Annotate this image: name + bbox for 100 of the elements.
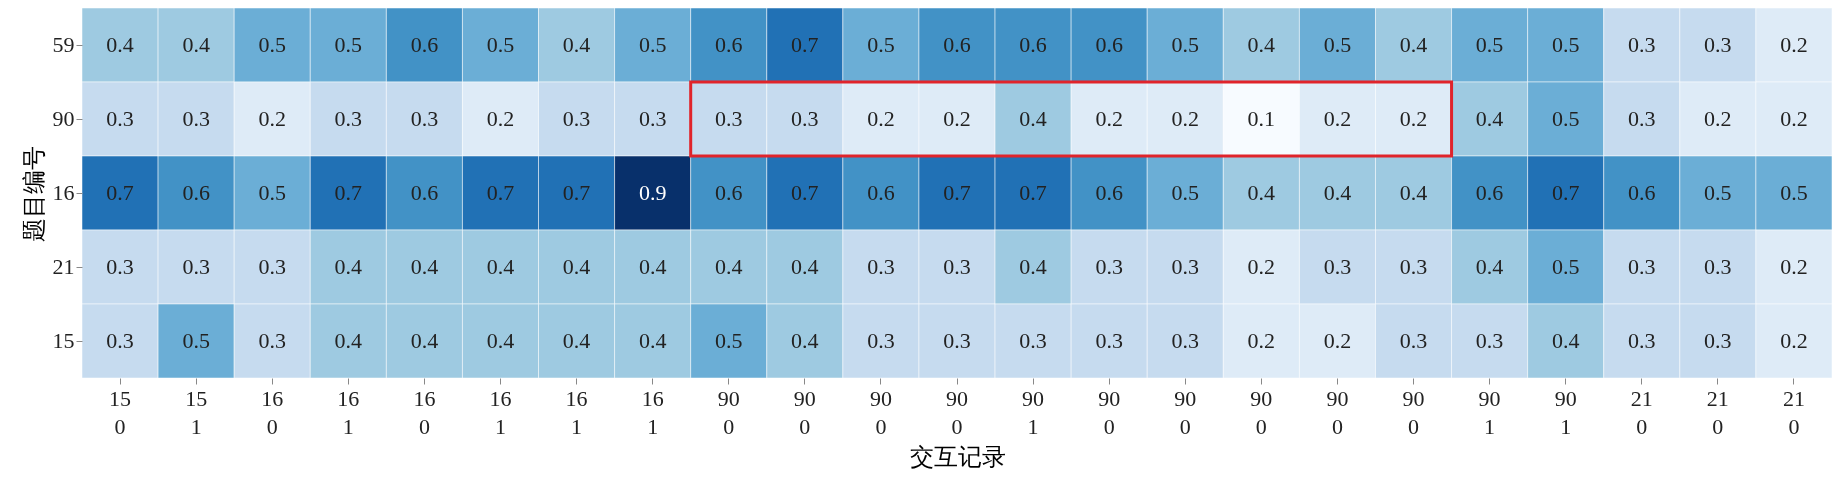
data-label: 0.4	[638, 328, 667, 353]
data-label: 0.6	[943, 32, 971, 57]
data-label: 0.3	[106, 254, 134, 279]
data-label: 0.3	[867, 328, 895, 353]
x-tick-label: 16 1	[641, 385, 664, 439]
data-label: 0.3	[1171, 254, 1200, 279]
data-label: 0.2	[1323, 328, 1352, 353]
data-label: 0.4	[562, 328, 591, 353]
x-tick-label: 90 1	[1478, 385, 1501, 439]
x-tick-label: 90 0	[1098, 385, 1121, 439]
data-label: 0.4	[1475, 106, 1504, 131]
data-label: 0.3	[943, 254, 971, 279]
data-label: 0.5	[1551, 254, 1580, 279]
data-label: 0.4	[562, 254, 591, 279]
data-label: 0.6	[1628, 180, 1656, 205]
y-tick-label: 16	[52, 180, 75, 205]
data-label: 0.6	[867, 180, 895, 205]
x-tick-label: 90 1	[1554, 385, 1577, 439]
data-label: 0.2	[258, 106, 286, 131]
data-label: 0.3	[1628, 254, 1656, 279]
data-label: 0.5	[1780, 180, 1808, 205]
data-label: 0.7	[791, 180, 819, 205]
data-label: 0.3	[1628, 32, 1656, 57]
data-label: 0.2	[1780, 106, 1808, 131]
data-label: 0.3	[1628, 328, 1656, 353]
data-label: 0.6	[714, 180, 743, 205]
x-tick-label: 90 0	[1250, 385, 1273, 439]
data-label: 0.5	[334, 32, 363, 57]
x-tick-label: 16 1	[337, 385, 360, 439]
data-label: 0.4	[106, 32, 134, 57]
data-label: 0.5	[1551, 106, 1580, 131]
y-tick-label: 90	[52, 106, 75, 131]
x-tick-label: 90 0	[1326, 385, 1349, 439]
x-tick-label: 15 1	[185, 385, 208, 439]
data-label: 0.5	[258, 180, 286, 205]
data-label: 0.4	[1247, 32, 1276, 57]
data-label: 0.4	[1475, 254, 1504, 279]
data-label: 0.4	[182, 32, 210, 57]
y-tick-label: 59	[52, 32, 75, 57]
data-label: 0.3	[1095, 328, 1123, 353]
data-label: 0.4	[410, 254, 439, 279]
data-label: 0.2	[1399, 106, 1428, 131]
data-label: 0.3	[334, 106, 363, 131]
data-label: 0.3	[182, 106, 210, 131]
data-label: 0.4	[1399, 180, 1428, 205]
data-label: 0.6	[1019, 32, 1047, 57]
x-tick-label: 21 0	[1782, 385, 1805, 439]
data-label: 0.3	[791, 106, 819, 131]
data-label: 0.4	[410, 328, 439, 353]
y-axis-title: 题目编号	[20, 145, 47, 242]
data-label: 0.5	[1171, 180, 1200, 205]
data-label: 0.5	[867, 32, 895, 57]
data-label: 0.2	[1171, 106, 1200, 131]
data-label: 0.2	[1780, 328, 1808, 353]
x-tick-label: 90 0	[1174, 385, 1197, 439]
data-label: 0.5	[1171, 32, 1200, 57]
data-label: 0.4	[1019, 106, 1047, 131]
data-label: 0.4	[334, 328, 363, 353]
data-label: 0.7	[562, 180, 591, 205]
data-label: 0.4	[486, 328, 515, 353]
data-label: 0.6	[1095, 180, 1123, 205]
data-label: 0.7	[486, 180, 515, 205]
x-tick-label: 16 0	[413, 385, 436, 439]
x-tick-label: 21 0	[1630, 385, 1653, 439]
x-tick-label: 90 0	[869, 385, 892, 439]
x-axis-title: 交互记录	[909, 443, 1006, 470]
data-label: 0.3	[562, 106, 591, 131]
data-label: 0.2	[486, 106, 515, 131]
data-label: 0.3	[106, 106, 134, 131]
data-label: 0.3	[1475, 328, 1504, 353]
data-label: 0.5	[258, 32, 286, 57]
data-label: 0.5	[638, 32, 667, 57]
data-label: 0.6	[410, 180, 439, 205]
data-label: 0.5	[714, 328, 743, 353]
data-label: 0.3	[258, 254, 286, 279]
data-label: 0.4	[1247, 180, 1276, 205]
data-label: 0.2	[1323, 106, 1352, 131]
data-label: 0.7	[1019, 180, 1047, 205]
data-label: 0.3	[1019, 328, 1047, 353]
data-label: 0.2	[943, 106, 971, 131]
data-label: 0.3	[867, 254, 895, 279]
data-label: 0.2	[1780, 32, 1808, 57]
data-label: 0.7	[106, 180, 134, 205]
data-label: 0.3	[182, 254, 210, 279]
data-label: 0.4	[1551, 328, 1580, 353]
data-label: 0.3	[1399, 328, 1428, 353]
data-label: 0.4	[714, 254, 743, 279]
data-label: 0.3	[638, 106, 667, 131]
data-label: 0.4	[791, 254, 819, 279]
data-label: 0.3	[1704, 32, 1732, 57]
data-label: 0.3	[1171, 328, 1200, 353]
data-label: 0.5	[1704, 180, 1732, 205]
x-tick-label: 16 1	[489, 385, 512, 439]
data-label: 0.4	[791, 328, 819, 353]
data-label: 0.5	[486, 32, 515, 57]
data-label: 0.3	[1704, 254, 1732, 279]
data-label: 0.5	[1323, 32, 1352, 57]
x-tick-label: 16 1	[565, 385, 588, 439]
y-tick-label: 15	[52, 328, 75, 353]
data-label: 0.3	[1323, 254, 1352, 279]
